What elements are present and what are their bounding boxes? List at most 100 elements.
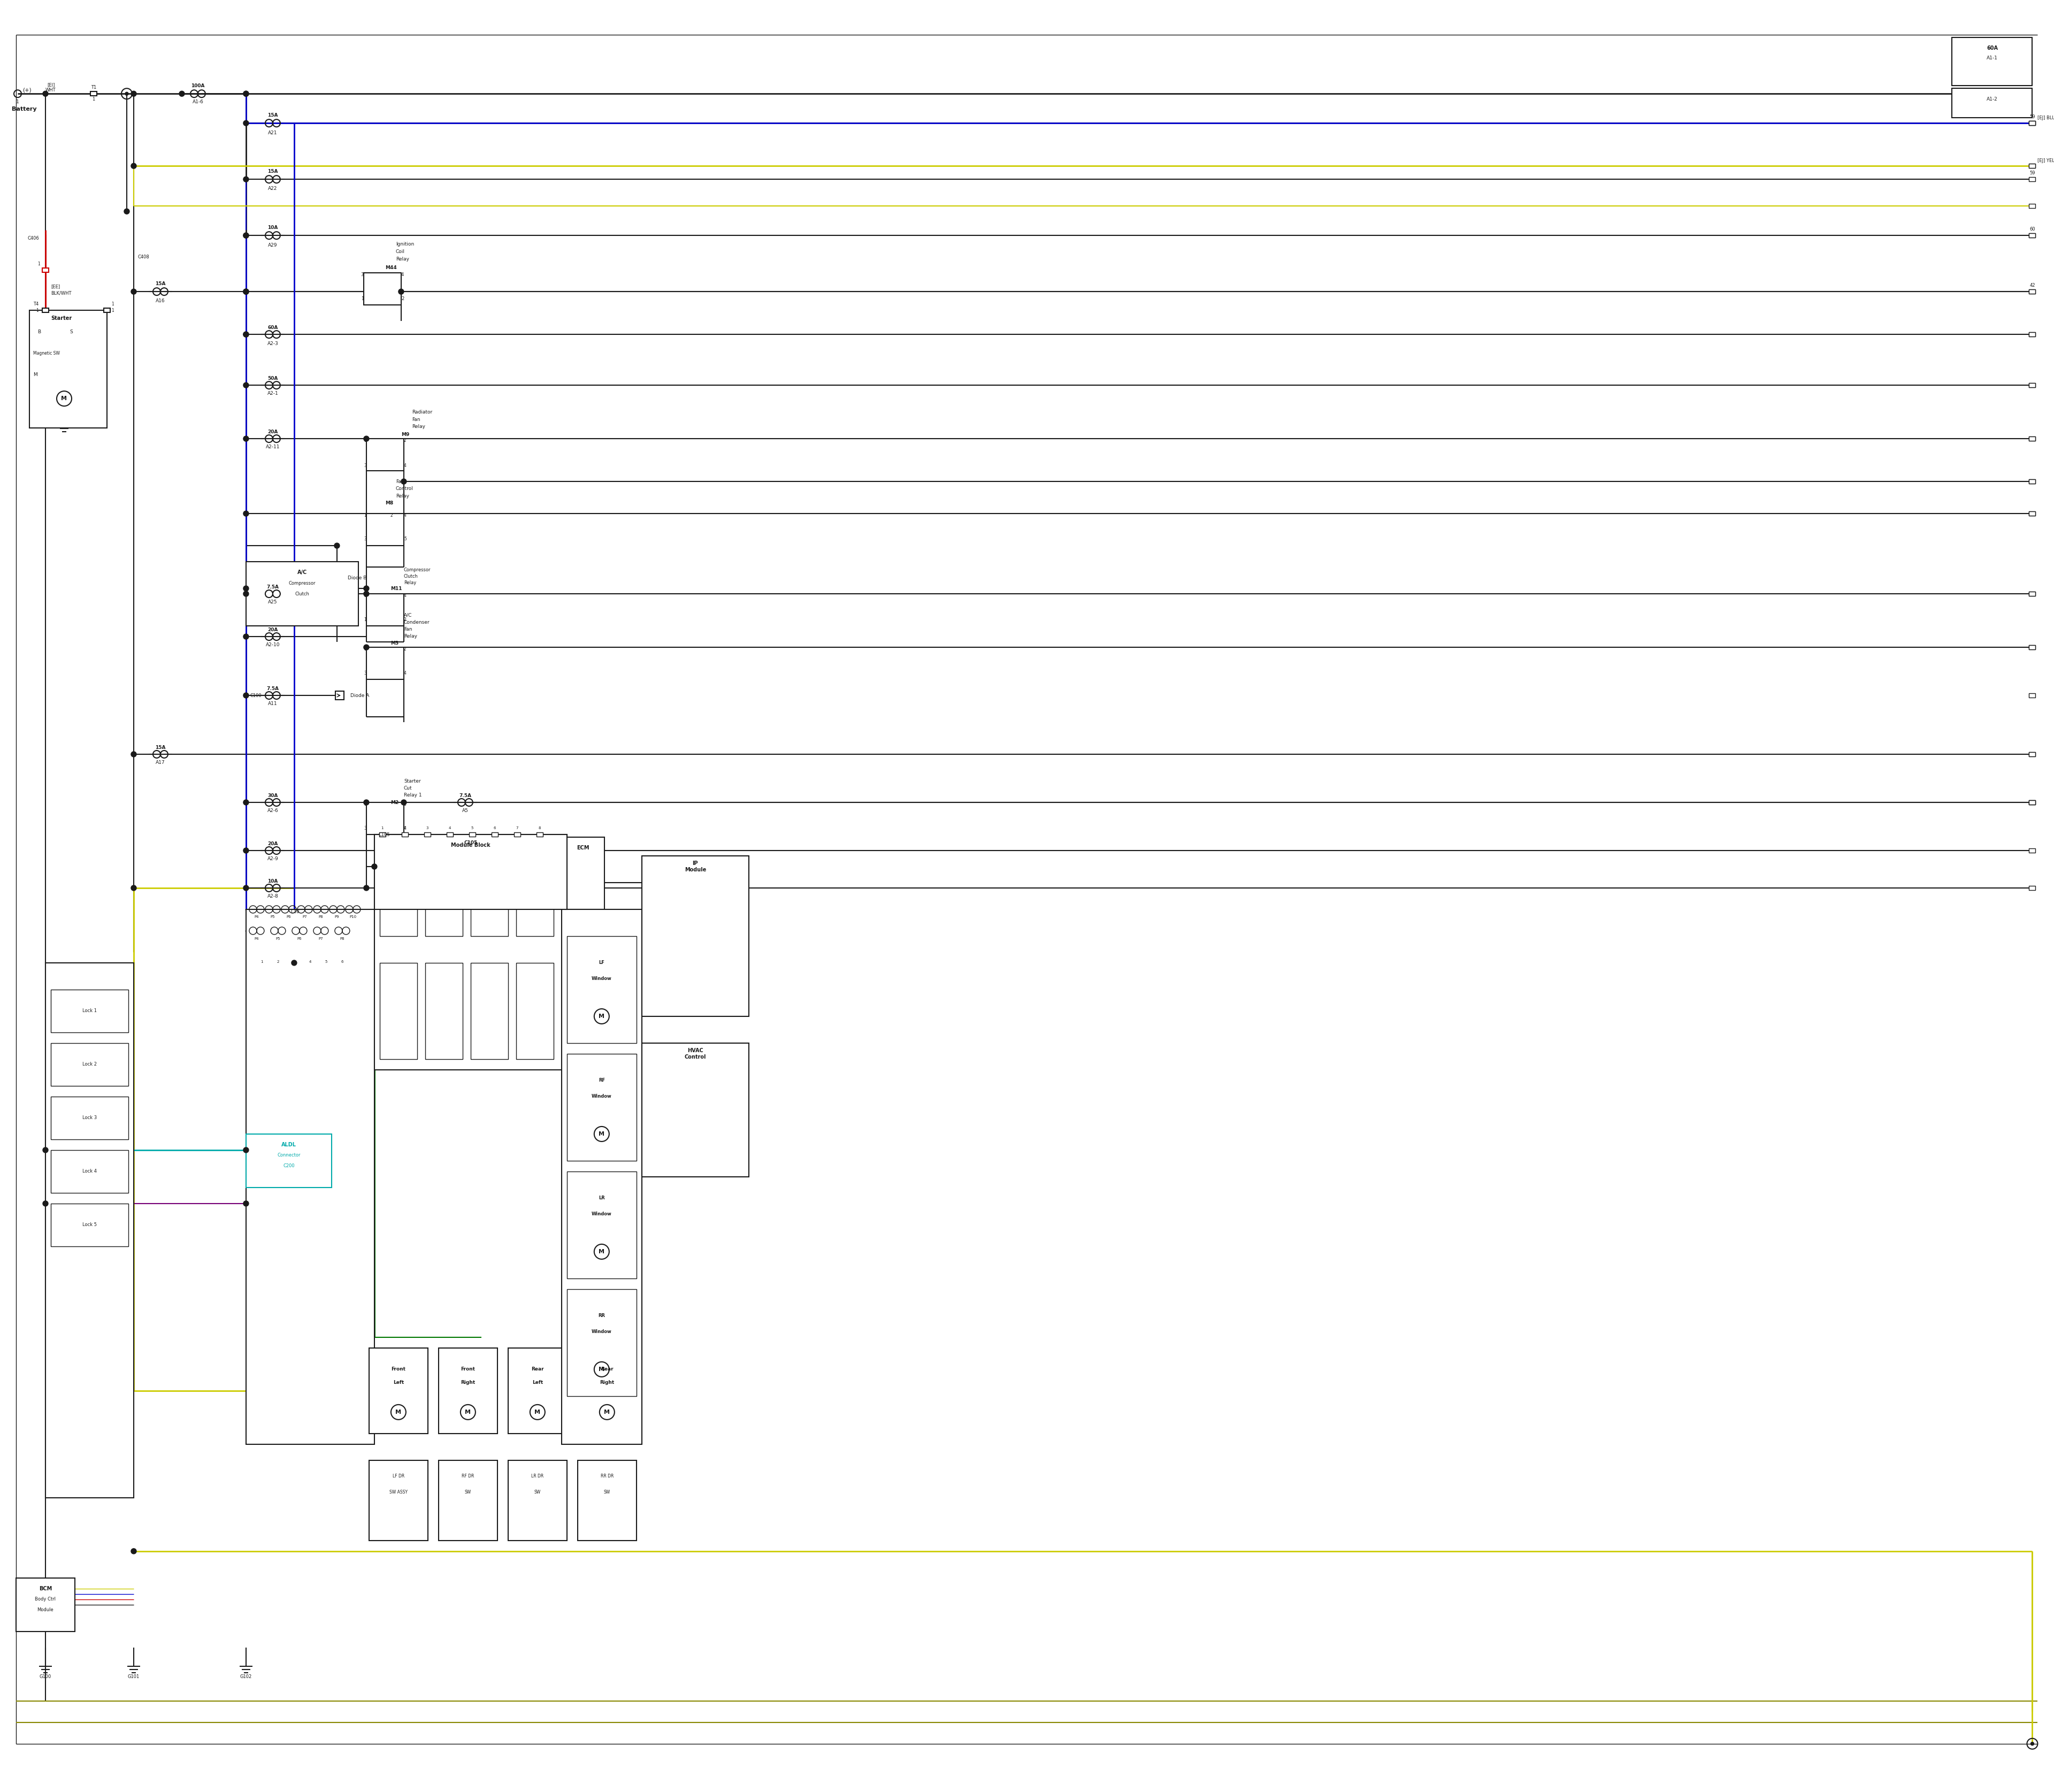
Bar xyxy=(366,803,405,835)
Text: 59: 59 xyxy=(2029,170,2036,176)
Bar xyxy=(2029,122,2036,125)
Bar xyxy=(2029,437,2036,441)
Text: 2: 2 xyxy=(405,826,407,830)
Bar xyxy=(567,1172,637,1278)
Text: 8: 8 xyxy=(538,826,540,830)
Text: ECM: ECM xyxy=(577,846,589,851)
Text: 42: 42 xyxy=(2029,283,2036,287)
Circle shape xyxy=(43,91,47,97)
Circle shape xyxy=(125,91,127,95)
Text: M11: M11 xyxy=(390,586,403,591)
Bar xyxy=(2029,801,2036,805)
Text: 4: 4 xyxy=(405,826,407,830)
Bar xyxy=(2029,383,2036,387)
Circle shape xyxy=(242,91,249,97)
Bar xyxy=(2029,885,2036,891)
Bar xyxy=(29,310,107,428)
Text: Control: Control xyxy=(396,486,413,491)
Text: M: M xyxy=(33,373,37,376)
Text: P4: P4 xyxy=(255,916,259,919)
Circle shape xyxy=(398,289,405,294)
Text: 100A: 100A xyxy=(191,82,205,88)
Text: M: M xyxy=(464,1410,470,1416)
Text: 1: 1 xyxy=(382,826,384,830)
Text: Starter: Starter xyxy=(51,315,72,321)
Text: A1-2: A1-2 xyxy=(1986,97,1999,102)
Bar xyxy=(105,308,111,312)
Text: [EI]: [EI] xyxy=(47,82,55,88)
Bar xyxy=(2029,163,2036,168)
Bar xyxy=(1951,88,2031,118)
Bar xyxy=(536,831,542,837)
Bar xyxy=(2029,163,2036,168)
Text: Diode B: Diode B xyxy=(347,575,366,581)
Bar xyxy=(380,867,417,935)
Circle shape xyxy=(242,435,249,441)
Circle shape xyxy=(364,591,370,597)
Text: Lock 1: Lock 1 xyxy=(82,1009,97,1014)
Text: A1-1: A1-1 xyxy=(1986,56,1999,61)
Text: 6: 6 xyxy=(493,826,495,830)
Bar xyxy=(366,647,405,679)
Text: Cut: Cut xyxy=(405,785,413,790)
Text: 3: 3 xyxy=(364,462,366,468)
Text: 1: 1 xyxy=(364,801,366,806)
Bar xyxy=(516,962,553,1059)
Text: A/C: A/C xyxy=(405,613,413,618)
Bar xyxy=(2029,437,2036,441)
Circle shape xyxy=(242,799,249,805)
Bar xyxy=(43,269,49,272)
Bar xyxy=(468,831,474,837)
Text: A2-9: A2-9 xyxy=(267,857,277,860)
Circle shape xyxy=(242,289,249,294)
Text: G102: G102 xyxy=(240,1674,253,1679)
Text: RF DR: RF DR xyxy=(462,1473,474,1478)
Text: A2-11: A2-11 xyxy=(265,444,279,450)
Text: IP
Module: IP Module xyxy=(684,860,707,873)
Circle shape xyxy=(364,885,370,891)
Text: Window: Window xyxy=(592,1095,612,1098)
Text: M: M xyxy=(598,1014,604,1020)
Text: 1: 1 xyxy=(111,308,113,314)
Text: 3: 3 xyxy=(425,826,429,830)
Text: A2-10: A2-10 xyxy=(265,642,279,647)
Text: P9: P9 xyxy=(335,916,339,919)
Text: Ignition: Ignition xyxy=(396,242,415,247)
Bar xyxy=(2029,753,2036,756)
Text: T1: T1 xyxy=(90,84,97,90)
Bar xyxy=(366,593,405,625)
Text: A2-8: A2-8 xyxy=(267,894,277,898)
Text: A2-3: A2-3 xyxy=(267,340,277,346)
Text: 1: 1 xyxy=(261,961,263,964)
Text: ALDL: ALDL xyxy=(281,1142,296,1147)
Text: 4: 4 xyxy=(405,462,407,468)
Bar xyxy=(2029,511,2036,516)
Text: 4: 4 xyxy=(405,513,407,518)
Text: 2: 2 xyxy=(405,437,407,443)
Text: Relay: Relay xyxy=(396,493,409,498)
Bar xyxy=(2029,645,2036,649)
Text: 7.5A: 7.5A xyxy=(267,584,279,590)
Circle shape xyxy=(292,961,298,966)
Text: Condenser: Condenser xyxy=(405,620,429,625)
Text: 20A: 20A xyxy=(267,627,277,633)
Text: Front: Front xyxy=(390,1367,405,1371)
Text: M8: M8 xyxy=(384,500,392,505)
Bar xyxy=(246,561,357,625)
Bar xyxy=(2029,290,2036,294)
Text: 4: 4 xyxy=(401,272,405,278)
Text: 1: 1 xyxy=(16,99,18,104)
Text: 3: 3 xyxy=(294,961,296,964)
Text: LF DR: LF DR xyxy=(392,1473,405,1478)
Text: 1: 1 xyxy=(92,97,94,102)
Text: 4: 4 xyxy=(308,961,312,964)
Text: Relay: Relay xyxy=(396,256,409,262)
Text: BLK/WHT: BLK/WHT xyxy=(51,290,72,296)
Text: P8: P8 xyxy=(341,937,345,941)
Text: C100: C100 xyxy=(251,694,261,697)
Text: A2-6: A2-6 xyxy=(267,808,277,814)
Text: A21: A21 xyxy=(269,131,277,134)
Bar xyxy=(567,1288,637,1396)
Bar xyxy=(446,831,454,837)
Text: A2-1: A2-1 xyxy=(267,391,277,396)
